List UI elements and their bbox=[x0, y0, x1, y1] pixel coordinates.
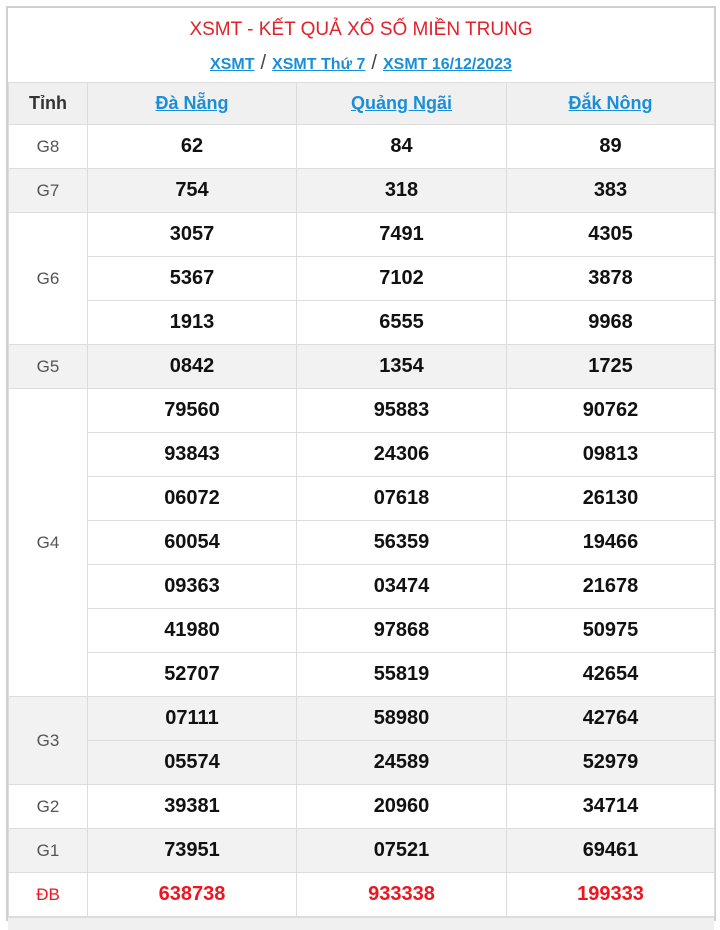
prize-number: 3057 bbox=[87, 212, 297, 257]
prize-number: 58980 bbox=[296, 696, 507, 741]
prize-number: 318 bbox=[296, 168, 507, 213]
prize-number: 754 bbox=[87, 168, 297, 213]
prize-number: 93843 bbox=[87, 432, 297, 477]
prize-number: 69461 bbox=[506, 828, 715, 873]
table-row: G1 73951 07521 69461 bbox=[8, 828, 715, 873]
prize-label: G3 bbox=[8, 696, 88, 785]
prize-number: 7491 bbox=[296, 212, 507, 257]
prize-number: 06072 bbox=[87, 476, 297, 521]
prize-number: 3878 bbox=[506, 256, 715, 301]
prize-number: 6555 bbox=[296, 300, 507, 345]
prize-number: 95883 bbox=[296, 388, 507, 433]
prize-label: G2 bbox=[8, 784, 88, 829]
breadcrumb-separator: / bbox=[260, 52, 267, 74]
prize-number: 24306 bbox=[296, 432, 507, 477]
prize-number: 56359 bbox=[296, 520, 507, 565]
table-row: 05574 24589 52979 bbox=[9, 740, 715, 785]
breadcrumb-separator: / bbox=[371, 52, 377, 74]
prize-number: 60054 bbox=[87, 520, 297, 565]
prize-number: 9968 bbox=[506, 300, 715, 345]
prize-number: 07111 bbox=[87, 696, 297, 741]
prize-label: G8 bbox=[8, 124, 88, 169]
prize-number: 7102 bbox=[296, 256, 507, 301]
prize-label: G5 bbox=[8, 344, 88, 389]
prize-number: 07521 bbox=[296, 828, 507, 873]
breadcrumb-date[interactable]: XSMT 16/12/2023 bbox=[382, 56, 512, 73]
results-panel: XSMT - KẾT QUẢ XỔ SỐ MIỀN TRUNG XSMT / XSM… bbox=[6, 6, 716, 930]
prize-number: 84 bbox=[296, 124, 507, 169]
prize-number: 97868 bbox=[296, 608, 507, 653]
table-row: G2 39381 20960 34714 bbox=[8, 784, 715, 829]
prize-label: G4 bbox=[8, 388, 88, 697]
province-link-quang-ngai[interactable]: Quảng Ngãi bbox=[350, 93, 452, 113]
prize-number: 73951 bbox=[87, 828, 297, 873]
prize-number: 34714 bbox=[506, 784, 715, 829]
table-row: G5 0842 1354 1725 bbox=[8, 344, 715, 389]
table-row: G6 3057 7491 4305 bbox=[8, 212, 715, 345]
prize-number: 07618 bbox=[296, 476, 507, 521]
prize-number: 20960 bbox=[296, 784, 507, 829]
prize-number: 21678 bbox=[506, 564, 715, 609]
column-header-tinh: Tỉnh bbox=[8, 82, 88, 125]
table-row: G4 79560 95883 90762 bbox=[8, 388, 715, 697]
prize-number: 1913 bbox=[87, 300, 297, 345]
breadcrumb-xsmt[interactable]: XSMT bbox=[210, 56, 255, 73]
prize-number: 0842 bbox=[87, 344, 297, 389]
table-row: G8 62 84 89 bbox=[8, 124, 715, 169]
prize-number: 5367 bbox=[87, 256, 297, 301]
prize-number: 42654 bbox=[506, 652, 715, 697]
table-row: 09363 03474 21678 bbox=[9, 564, 715, 609]
prize-number: 199333 bbox=[506, 872, 715, 917]
province-link-dak-nong[interactable]: Đắk Nông bbox=[568, 93, 653, 113]
table-row: G7 754 318 383 bbox=[8, 168, 715, 213]
prize-number: 933338 bbox=[296, 872, 507, 917]
prize-number: 03474 bbox=[296, 564, 507, 609]
column-header-province: Quảng Ngãi bbox=[296, 82, 507, 125]
results-table: Tỉnh Đà Nẵng Quảng Ngãi Đắk Nông G8 62 84 8… bbox=[8, 82, 715, 917]
prize-number: 89 bbox=[506, 124, 715, 169]
prize-number: 55819 bbox=[296, 652, 507, 697]
prize-label: ĐB bbox=[8, 872, 88, 917]
table-row: 06072 07618 26130 bbox=[9, 476, 715, 521]
prize-number: 09363 bbox=[87, 564, 297, 609]
prize-number: 41980 bbox=[87, 608, 297, 653]
prize-label: G7 bbox=[8, 168, 88, 213]
prize-number: 79560 bbox=[87, 388, 297, 433]
prize-number: 90762 bbox=[506, 388, 715, 433]
table-footer bbox=[8, 917, 714, 930]
prize-number: 09813 bbox=[506, 432, 715, 477]
prize-number: 26130 bbox=[506, 476, 715, 521]
table-row: ĐB 638738 933338 199333 bbox=[8, 872, 715, 917]
prize-number: 19466 bbox=[506, 520, 715, 565]
prize-label: G6 bbox=[8, 212, 88, 345]
prize-number: 1354 bbox=[296, 344, 507, 389]
table-row: 1913 6555 9968 bbox=[9, 300, 715, 345]
column-header-province: Đà Nẵng bbox=[87, 82, 297, 125]
prize-number: 638738 bbox=[87, 872, 297, 917]
prize-number: 383 bbox=[506, 168, 715, 213]
table-row: 52707 55819 42654 bbox=[9, 652, 715, 697]
prize-number: 05574 bbox=[87, 740, 297, 785]
table-row: 93843 24306 09813 bbox=[9, 432, 715, 477]
column-header-province: Đắk Nông bbox=[506, 82, 715, 125]
prize-number: 42764 bbox=[506, 696, 715, 741]
prize-number: 52979 bbox=[506, 740, 715, 785]
prize-number: 4305 bbox=[506, 212, 715, 257]
prize-number: 52707 bbox=[87, 652, 297, 697]
prize-number: 62 bbox=[87, 124, 297, 169]
breadcrumb-xsmt-thu7[interactable]: XSMT Thứ 7 bbox=[272, 56, 366, 73]
table-row: 5367 7102 3878 bbox=[9, 256, 715, 301]
table-header-row: Tỉnh Đà Nẵng Quảng Ngãi Đắk Nông bbox=[8, 82, 715, 125]
table-row: G3 07111 58980 42764 bbox=[8, 696, 715, 785]
prize-number: 39381 bbox=[87, 784, 297, 829]
prize-number: 24589 bbox=[296, 740, 507, 785]
table-row: 60054 56359 19466 bbox=[9, 520, 715, 565]
table-row: 41980 97868 50975 bbox=[9, 608, 715, 653]
prize-label: G1 bbox=[8, 828, 88, 873]
page-title: XSMT - KẾT QUẢ XỔ SỐ MIỀN TRUNG bbox=[189, 19, 533, 40]
prize-number: 1725 bbox=[506, 344, 715, 389]
prize-number: 50975 bbox=[506, 608, 715, 653]
breadcrumb: XSMT / XSMT Thứ 7 / XSMT 16/12/2023 bbox=[8, 50, 714, 82]
province-link-da-nang[interactable]: Đà Nẵng bbox=[155, 93, 229, 113]
